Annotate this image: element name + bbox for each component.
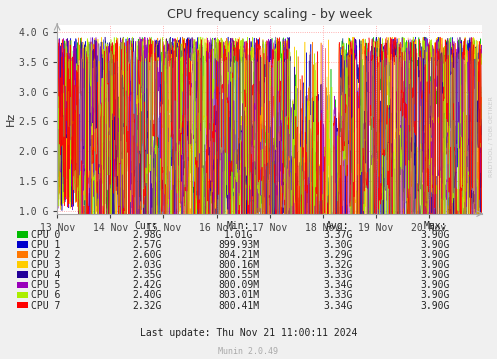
Text: 3.90G: 3.90G bbox=[420, 290, 450, 300]
Text: CPU 0: CPU 0 bbox=[31, 230, 61, 240]
Text: 2.60G: 2.60G bbox=[132, 250, 162, 260]
Text: 3.90G: 3.90G bbox=[420, 280, 450, 290]
Text: 2.35G: 2.35G bbox=[132, 270, 162, 280]
Text: 2.42G: 2.42G bbox=[132, 280, 162, 290]
Text: 3.90G: 3.90G bbox=[420, 250, 450, 260]
Text: 3.32G: 3.32G bbox=[323, 260, 353, 270]
Title: CPU frequency scaling - by week: CPU frequency scaling - by week bbox=[167, 8, 372, 21]
Text: 899.93M: 899.93M bbox=[218, 240, 259, 250]
Text: 2.57G: 2.57G bbox=[132, 240, 162, 250]
Text: 3.90G: 3.90G bbox=[420, 230, 450, 240]
Text: 3.34G: 3.34G bbox=[323, 300, 353, 311]
Text: 800.16M: 800.16M bbox=[218, 260, 259, 270]
Text: CPU 1: CPU 1 bbox=[31, 240, 61, 250]
Text: 3.90G: 3.90G bbox=[420, 240, 450, 250]
Text: Min:: Min: bbox=[227, 221, 250, 231]
Text: CPU 6: CPU 6 bbox=[31, 290, 61, 300]
Y-axis label: Hz: Hz bbox=[6, 112, 16, 126]
Text: 803.01M: 803.01M bbox=[218, 290, 259, 300]
Text: 2.03G: 2.03G bbox=[132, 260, 162, 270]
Text: 3.30G: 3.30G bbox=[323, 240, 353, 250]
Text: 800.09M: 800.09M bbox=[218, 280, 259, 290]
Text: 3.33G: 3.33G bbox=[323, 270, 353, 280]
Text: RRDTOOL / TOBI OETIKER: RRDTOOL / TOBI OETIKER bbox=[489, 96, 494, 177]
Text: 2.32G: 2.32G bbox=[132, 300, 162, 311]
Text: Last update: Thu Nov 21 11:00:11 2024: Last update: Thu Nov 21 11:00:11 2024 bbox=[140, 328, 357, 338]
Text: 3.37G: 3.37G bbox=[323, 230, 353, 240]
Text: CPU 2: CPU 2 bbox=[31, 250, 61, 260]
Text: CPU 3: CPU 3 bbox=[31, 260, 61, 270]
Text: 3.90G: 3.90G bbox=[420, 300, 450, 311]
Text: 804.21M: 804.21M bbox=[218, 250, 259, 260]
Text: 3.90G: 3.90G bbox=[420, 270, 450, 280]
Text: 3.34G: 3.34G bbox=[323, 280, 353, 290]
Text: Max:: Max: bbox=[423, 221, 447, 231]
Text: 3.29G: 3.29G bbox=[323, 250, 353, 260]
Text: Avg:: Avg: bbox=[326, 221, 350, 231]
Text: 3.90G: 3.90G bbox=[420, 260, 450, 270]
Text: Cur:: Cur: bbox=[135, 221, 159, 231]
Text: 2.98G: 2.98G bbox=[132, 230, 162, 240]
Text: CPU 4: CPU 4 bbox=[31, 270, 61, 280]
Text: 800.41M: 800.41M bbox=[218, 300, 259, 311]
Text: 800.55M: 800.55M bbox=[218, 270, 259, 280]
Text: 3.33G: 3.33G bbox=[323, 290, 353, 300]
Text: CPU 5: CPU 5 bbox=[31, 280, 61, 290]
Text: Munin 2.0.49: Munin 2.0.49 bbox=[219, 346, 278, 356]
Text: CPU 7: CPU 7 bbox=[31, 300, 61, 311]
Text: 2.40G: 2.40G bbox=[132, 290, 162, 300]
Text: 1.01G: 1.01G bbox=[224, 230, 253, 240]
